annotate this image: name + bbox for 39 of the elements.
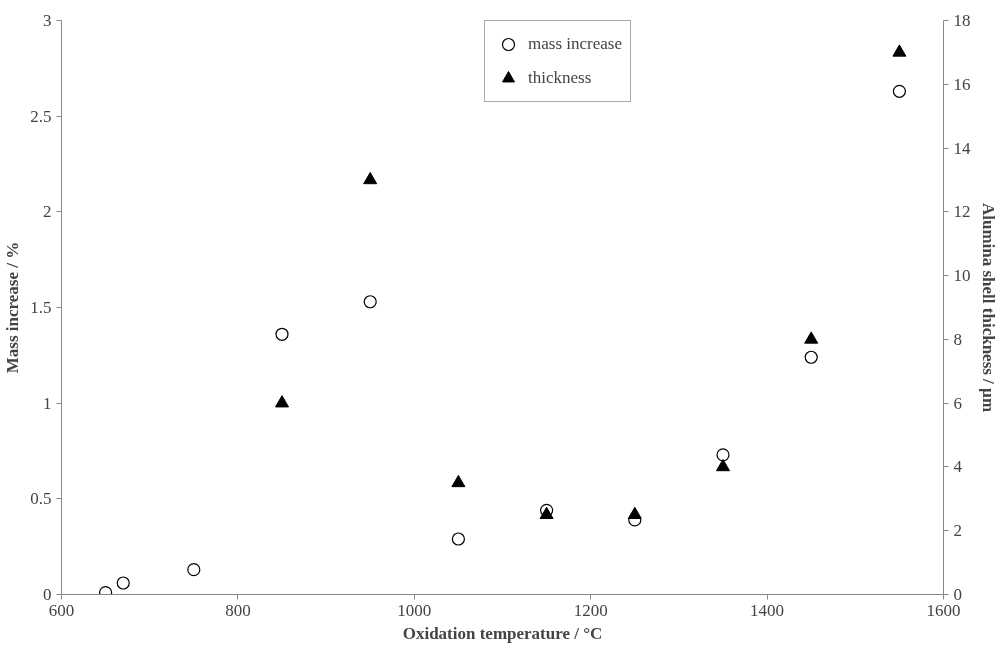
point (116, 576, 130, 590)
y2-axis-title: Alumina shell thickness / µm (978, 202, 998, 413)
y2-tick-label: 14 (953, 138, 971, 158)
x-tick-label: 1400 (750, 600, 785, 620)
y2-tick-label: 6 (953, 393, 962, 413)
point (892, 44, 907, 57)
x-axis-title: Oxidation temperature / °C (402, 623, 603, 643)
y-tick-label: 1 (43, 393, 52, 413)
point (451, 474, 466, 488)
y-tick-label: 2 (43, 202, 52, 222)
point (716, 458, 730, 472)
point (627, 506, 642, 520)
point (363, 171, 378, 185)
y-tick-label: 1.5 (30, 298, 52, 317)
y2-tick-label: 12 (953, 202, 971, 222)
legend-label: thickness (528, 68, 592, 88)
point (804, 331, 819, 344)
point (892, 84, 906, 98)
y2-tick-label: 4 (953, 457, 963, 477)
point (804, 350, 818, 364)
y2-tick-label: 18 (953, 11, 971, 30)
y2-tick-label: 8 (953, 329, 962, 349)
point (275, 395, 289, 408)
x-tick-label: 800 (225, 600, 251, 620)
y-tick-label: 0.5 (30, 489, 52, 509)
y2-tick-label: 2 (953, 521, 962, 541)
y-tick-label: 2.5 (30, 106, 52, 126)
point (187, 563, 201, 577)
y-tick-label: 3 (43, 11, 52, 30)
point (363, 295, 377, 309)
point (275, 327, 289, 341)
legend-label: mass increase (528, 34, 622, 54)
point (451, 532, 465, 546)
x-tick-label: 1000 (397, 600, 432, 620)
y2-tick-label: 16 (953, 74, 971, 94)
x-tick-label: 1200 (573, 600, 608, 620)
point (716, 448, 730, 462)
y-axis-title: Mass increase / % (3, 241, 23, 374)
y2-tick-label: 10 (953, 266, 971, 286)
